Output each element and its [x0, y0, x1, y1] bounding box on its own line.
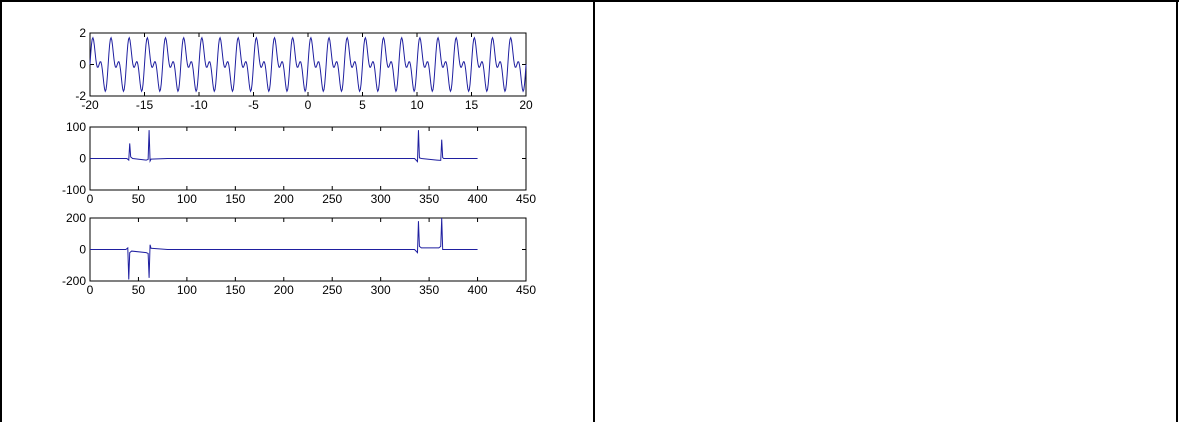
chart-3-series-line — [90, 217, 478, 280]
chart-2-xtick-label: 50 — [132, 192, 146, 206]
chart-2-xtick-label: 250 — [322, 192, 342, 206]
chart-2-xtick-label: 200 — [274, 192, 294, 206]
chart-3-xtick-label: 50 — [132, 283, 146, 297]
table-border-left — [0, 0, 2, 422]
chart-1-xtick-label: -10 — [190, 98, 208, 112]
chart-2-series-line — [90, 130, 478, 163]
chart-2-xtick-label: 450 — [516, 192, 536, 206]
chart-3-ytick-label: 0 — [79, 243, 86, 257]
chart-2-ytick-label: 0 — [79, 152, 86, 166]
chart-1-series-line — [89, 36, 527, 93]
chart-2-xtick-label: 0 — [87, 192, 94, 206]
chart-3-xtick-label: 0 — [87, 283, 94, 297]
chart-2-xtick-label: 100 — [177, 192, 197, 206]
chart-3-xtick-label: 400 — [468, 283, 488, 297]
table-border-middle — [593, 0, 595, 422]
chart-1-ytick-label: 0 — [79, 58, 86, 72]
table-border-right — [1176, 0, 1178, 422]
chart-3-xtick-label: 450 — [516, 283, 536, 297]
chart-1-xtick-label: 0 — [305, 98, 312, 112]
chart-1-xtick-label: 15 — [465, 98, 479, 112]
chart-3-xtick-label: 250 — [322, 283, 342, 297]
chart-2-ytick-label: 100 — [66, 120, 86, 134]
chart-1-ytick-label: 2 — [79, 26, 86, 40]
chart-3-xtick-label: 350 — [419, 283, 439, 297]
chart-2-xtick-label: 300 — [371, 192, 391, 206]
chart-3-ytick-label: 200 — [66, 211, 86, 225]
chart-1-xtick-label: -5 — [248, 98, 259, 112]
chart-1-xtick-label: 20 — [519, 98, 533, 112]
chart-2-xtick-label: 150 — [225, 192, 245, 206]
table-border-top — [0, 0, 1179, 2]
chart-1-ytick-label: -2 — [75, 89, 86, 103]
chart-3-xtick-label: 150 — [225, 283, 245, 297]
chart-3-ytick-label: -200 — [62, 274, 86, 288]
chart-2-xtick-label: 400 — [468, 192, 488, 206]
chart-1-xtick-label: -15 — [136, 98, 154, 112]
chart-3-xtick-label: 300 — [371, 283, 391, 297]
chart-1-xtick-label: -20 — [81, 98, 99, 112]
chart-3-xtick-label: 200 — [274, 283, 294, 297]
chart-1-xtick-label: 5 — [359, 98, 366, 112]
chart-2-xtick-label: 350 — [419, 192, 439, 206]
chart-1-xtick-label: 10 — [410, 98, 424, 112]
chart-2-ytick-label: -100 — [62, 183, 86, 197]
chart-3-xtick-label: 100 — [177, 283, 197, 297]
